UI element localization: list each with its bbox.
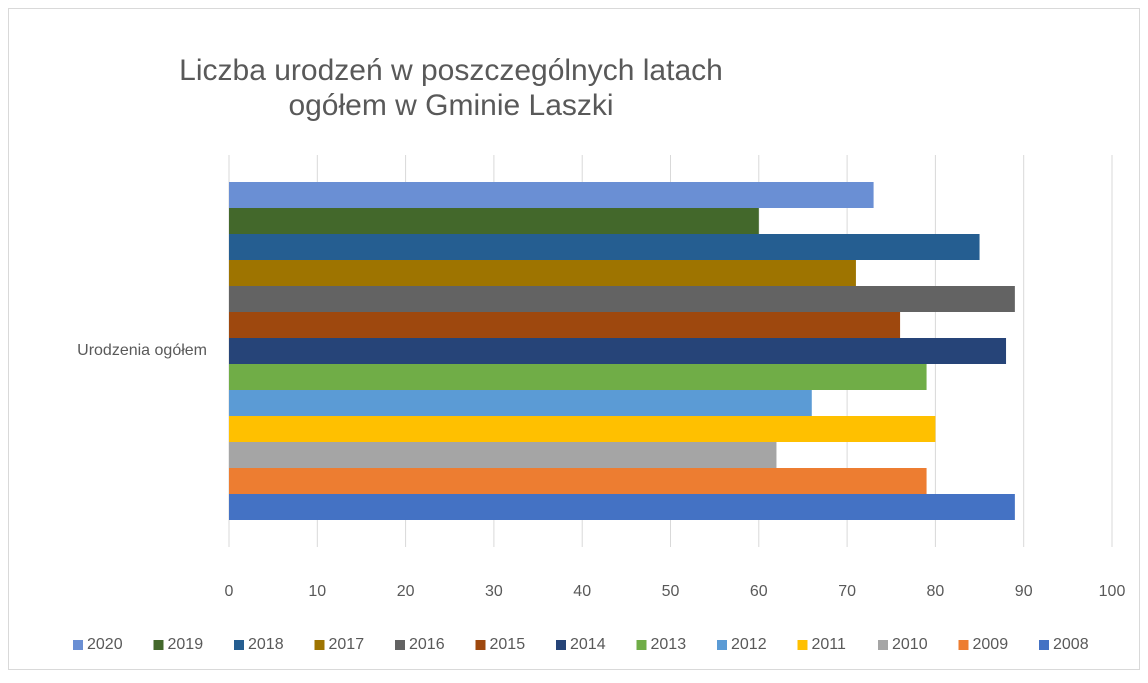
x-tick-label: 50 [662, 583, 680, 600]
bar [229, 390, 812, 416]
legend-swatch [73, 640, 83, 650]
x-tick-label: 40 [573, 583, 591, 600]
chart-title: ogółem w Gminie Laszki [288, 89, 613, 122]
legend-swatch [556, 640, 566, 650]
legend-swatch [234, 640, 244, 650]
legend-swatch [153, 640, 164, 650]
x-tick-label: 80 [927, 583, 945, 600]
legend-label: 2008 [1053, 636, 1089, 653]
legend-swatch [475, 640, 486, 650]
y-tick-label: Urodzenia ogółem [77, 342, 207, 359]
bar [229, 182, 874, 208]
legend-label: 2012 [731, 636, 767, 653]
bar [229, 416, 936, 442]
x-tick-label: 100 [1099, 583, 1126, 600]
legend-label: 2016 [409, 636, 445, 653]
legend-label: 2013 [651, 636, 687, 653]
legend-label: 2015 [490, 636, 526, 653]
legend-swatch [958, 640, 969, 650]
legend-swatch [395, 640, 405, 650]
legend-label: 2010 [892, 636, 928, 653]
legend-swatch [717, 640, 727, 650]
bar [229, 338, 1007, 364]
x-tick-label: 0 [225, 583, 234, 600]
legend-label: 2020 [87, 636, 123, 653]
legend-swatch [1039, 640, 1049, 650]
legend-label: 2014 [570, 636, 606, 653]
x-tick-label: 10 [308, 583, 326, 600]
legend-swatch [314, 640, 325, 650]
legend-swatch [636, 640, 647, 650]
legend-label: 2017 [329, 636, 365, 653]
x-tick-label: 90 [1015, 583, 1033, 600]
bar [229, 234, 980, 260]
legend-label: 2011 [812, 636, 847, 653]
x-tick-label: 20 [397, 583, 415, 600]
bar [229, 468, 927, 494]
bar [229, 442, 777, 468]
bar [229, 494, 1015, 520]
bar [229, 286, 1015, 312]
x-tick-label: 70 [838, 583, 856, 600]
legend-label: 2018 [248, 636, 284, 653]
bar [229, 312, 901, 338]
bar [229, 260, 856, 286]
bar [229, 208, 759, 234]
legend-label: 2009 [973, 636, 1009, 653]
legend-label: 2019 [168, 636, 204, 653]
x-tick-label: 60 [750, 583, 768, 600]
x-tick-label: 30 [485, 583, 503, 600]
chart-title: Liczba urodzeń w poszczególnych latach [179, 54, 723, 87]
legend-swatch [878, 640, 888, 650]
legend-swatch [797, 640, 808, 650]
bar [229, 364, 927, 390]
